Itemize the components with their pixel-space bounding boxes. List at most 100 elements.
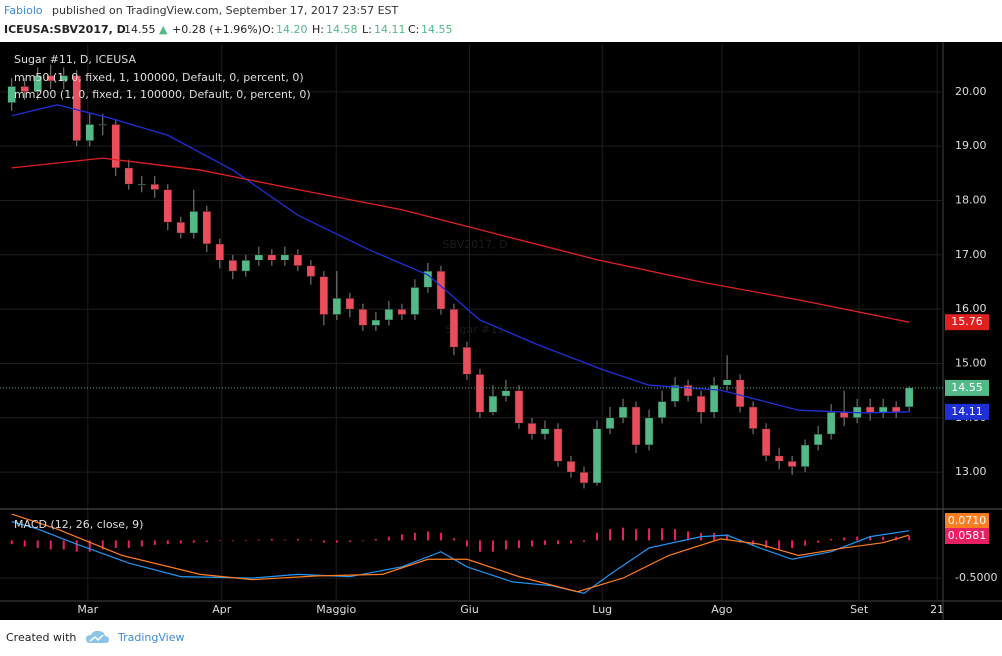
candle-body <box>98 124 108 126</box>
histogram-bar <box>114 540 117 548</box>
author[interactable]: Fabiolo <box>4 4 43 17</box>
histogram-bar <box>231 540 234 542</box>
y-tick-label: -0.5000 <box>955 571 997 584</box>
watermark-sub: Sugar #11 <box>446 323 505 336</box>
candle-body <box>618 406 628 419</box>
candle-body <box>241 259 251 272</box>
candle-body <box>865 406 875 413</box>
candle-body <box>345 298 355 310</box>
histogram-bar <box>413 532 416 541</box>
ma-badge: 15.76 <box>951 315 983 328</box>
histogram-bar <box>257 539 260 541</box>
histogram-bar <box>648 528 651 541</box>
histogram-bar <box>596 532 599 541</box>
candle-body <box>267 254 277 261</box>
histogram-bar <box>439 532 442 541</box>
candle-body <box>306 265 316 277</box>
candle-body <box>358 308 368 326</box>
candle-body <box>449 308 459 348</box>
histogram-bar <box>166 540 169 545</box>
candle-body <box>826 412 836 435</box>
candle-body <box>189 211 199 234</box>
candle-body <box>683 384 693 397</box>
histogram-bar <box>374 538 377 541</box>
histogram-bar <box>283 539 286 541</box>
histogram-bar <box>687 531 690 541</box>
candle-body <box>501 390 511 397</box>
candle-body <box>46 75 56 82</box>
histogram-bar <box>504 540 507 550</box>
histogram-bar <box>583 540 586 542</box>
candle-body <box>319 276 329 315</box>
candle-body <box>436 270 446 310</box>
histogram-bar <box>674 529 677 541</box>
candle-body <box>735 379 745 408</box>
x-tick-label: Ago <box>711 603 733 616</box>
candle-body <box>696 395 706 413</box>
candle-body <box>813 433 823 446</box>
ma-badge-box <box>945 403 989 420</box>
candle-body <box>462 346 472 375</box>
histogram-bar <box>491 540 494 552</box>
published: published on TradingView.com, September … <box>52 4 399 17</box>
candle-body <box>878 406 888 413</box>
macd-badge: 0.0710 <box>948 514 987 527</box>
symbol: ICEUSA:SBV2017, D <box>4 23 126 36</box>
histogram-bar <box>101 540 104 550</box>
candle-body <box>475 374 485 413</box>
candle-body <box>72 75 82 141</box>
histogram-bar <box>218 540 221 542</box>
y-tick-label: 16.00 <box>955 302 987 315</box>
candle-body <box>150 183 160 190</box>
histogram-bar <box>335 540 338 543</box>
histogram-bar <box>765 540 768 548</box>
macd-badge-box <box>945 528 989 545</box>
histogram-bar <box>478 540 481 552</box>
y-tick-label: 19.00 <box>955 139 987 152</box>
candle-body <box>7 86 16 103</box>
ma-badge: 14.11 <box>951 405 983 418</box>
histogram-bar <box>49 540 52 550</box>
macd-badge-box <box>945 513 989 530</box>
candle-body <box>397 308 407 315</box>
histogram-bar <box>661 528 664 541</box>
pane-title: MACD (12, 26, close, 9) <box>14 518 143 531</box>
histogram-bar <box>75 540 78 552</box>
candle-body <box>644 417 654 446</box>
candle-body <box>33 75 43 93</box>
histogram-bar <box>570 540 573 544</box>
candle-body <box>488 395 498 413</box>
candle-body <box>59 75 69 82</box>
candle-body <box>514 390 524 424</box>
histogram-bar <box>205 540 208 542</box>
price-badge-box <box>945 379 989 396</box>
candle-body <box>787 461 797 467</box>
l-value: 14.11 <box>374 23 406 36</box>
logo <box>86 630 109 643</box>
histogram-bar <box>517 540 520 548</box>
histogram-bar <box>609 529 612 541</box>
histogram-bar <box>62 540 65 550</box>
candle-body <box>384 308 394 321</box>
footer-brand[interactable]: TradingView <box>117 631 184 644</box>
h-label: H: <box>312 23 324 36</box>
o-value: 14.20 <box>276 23 308 36</box>
candle-body <box>579 471 589 484</box>
histogram-bar <box>908 536 911 541</box>
candle-body <box>332 298 342 315</box>
h-value: 14.58 <box>326 23 358 36</box>
c-value: 14.55 <box>421 23 453 36</box>
candle-body <box>748 406 758 429</box>
histogram-bar <box>140 540 143 547</box>
histogram-bar <box>322 540 325 543</box>
histogram-bar <box>153 540 156 545</box>
c-label: C: <box>408 23 419 36</box>
logo-line <box>89 634 104 642</box>
histogram-bar <box>530 540 533 547</box>
histogram-bar <box>36 540 39 548</box>
candle-body <box>293 254 303 266</box>
candle-body <box>904 387 914 408</box>
candle-body <box>202 211 212 245</box>
